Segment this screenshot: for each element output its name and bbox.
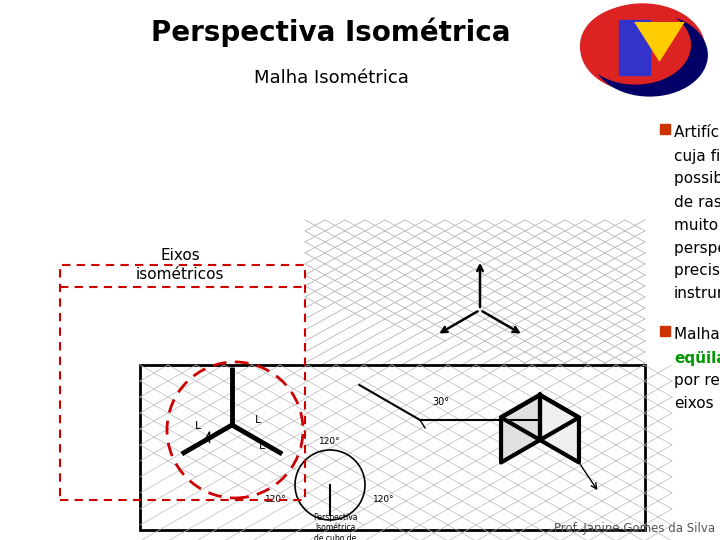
Polygon shape	[634, 22, 685, 62]
Text: Artifício de desenho: Artifício de desenho	[674, 125, 720, 140]
Bar	[140, 365, 645, 530]
Text: 120°: 120°	[373, 496, 395, 504]
Bar	[60, 265, 305, 500]
Text: Malha Isométrica: Malha Isométrica	[253, 69, 409, 87]
Text: L: L	[255, 415, 261, 424]
Text: perspectiva isométrica: perspectiva isométrica	[674, 240, 720, 256]
Text: muito próximos da: muito próximos da	[674, 217, 720, 233]
Text: eqüiláteros: eqüiláteros	[674, 350, 720, 366]
Text: possibilitar a produção: possibilitar a produção	[674, 171, 720, 186]
Text: L: L	[195, 422, 201, 431]
Text: precisa (feita com: precisa (feita com	[674, 263, 720, 278]
Text: Perspectiva
Isométrica
de cubo de
lado = 1: Perspectiva Isométrica de cubo de lado =…	[312, 513, 357, 540]
Ellipse shape	[581, 6, 690, 84]
Polygon shape	[540, 395, 579, 462]
Text: cuja finalidade é: cuja finalidade é	[674, 148, 720, 164]
Text: de rascunhos gráficos: de rascunhos gráficos	[674, 194, 720, 210]
Text: Eixos
isométricos: Eixos isométricos	[136, 248, 224, 281]
Text: Perspectiva Isométrica: Perspectiva Isométrica	[151, 17, 511, 47]
Bar	[660, 124, 670, 134]
Text: 120°: 120°	[266, 496, 287, 504]
Text: 30°: 30°	[432, 397, 449, 407]
Text: eixos: eixos	[674, 396, 714, 411]
Bar	[618, 20, 649, 75]
Text: por retas paralelas aos: por retas paralelas aos	[674, 373, 720, 388]
Text: Prof. Janine Gomes da Silva: Prof. Janine Gomes da Silva	[554, 522, 715, 535]
Bar	[305, 220, 640, 380]
Bar	[660, 326, 670, 336]
Text: L: L	[259, 442, 266, 451]
Ellipse shape	[592, 14, 707, 96]
Ellipse shape	[581, 4, 704, 92]
Text: instrumentos): instrumentos)	[674, 286, 720, 301]
Polygon shape	[501, 395, 579, 440]
Polygon shape	[501, 395, 540, 462]
Text: 120°: 120°	[319, 437, 341, 446]
Text: Malha de: Malha de	[674, 327, 720, 342]
